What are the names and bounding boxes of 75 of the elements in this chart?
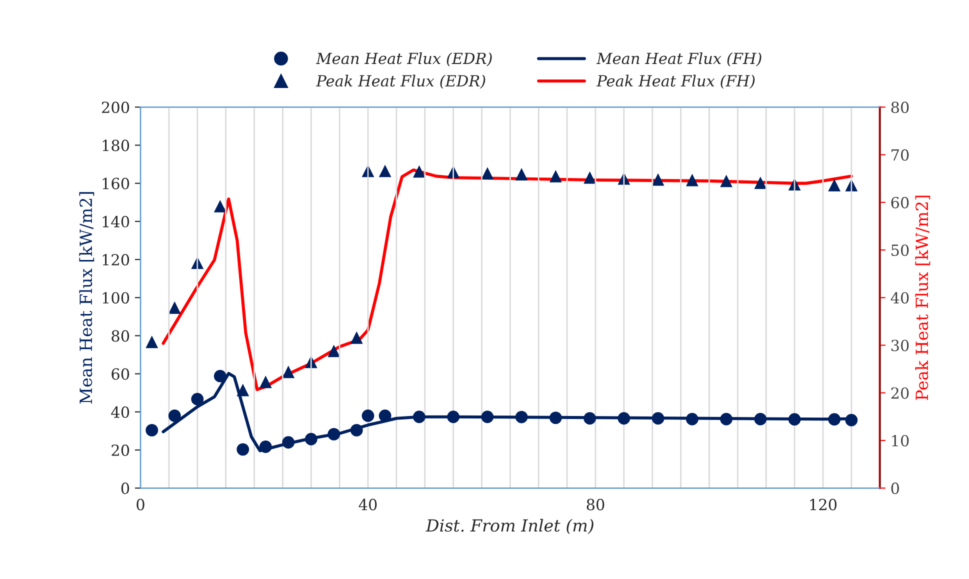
y2-tick-label: 30 — [891, 340, 909, 352]
point — [481, 167, 494, 180]
point — [754, 176, 767, 190]
point — [652, 173, 664, 186]
point — [828, 413, 841, 426]
y2-axis-title: Peak Heat Flux [kW/m2] — [915, 196, 930, 400]
y-tick-label: 200 — [102, 102, 130, 114]
y-tick-label: 120 — [102, 254, 130, 266]
point — [282, 436, 295, 449]
point — [515, 410, 528, 424]
point — [304, 432, 318, 446]
x-tick-label: 120 — [810, 498, 837, 510]
point — [214, 200, 226, 212]
point — [146, 336, 158, 348]
point — [686, 412, 698, 426]
point — [350, 424, 363, 436]
point — [328, 344, 340, 358]
point — [584, 171, 596, 184]
point — [549, 170, 562, 182]
y2-tick-label: 70 — [892, 149, 909, 161]
legend-label: Peak Heat Flux (EDR) — [316, 74, 486, 89]
point — [481, 410, 494, 424]
point — [515, 168, 528, 180]
point — [362, 410, 374, 422]
point — [412, 410, 426, 424]
point — [754, 412, 767, 426]
x-tick-label: 0 — [136, 498, 144, 510]
legend-label: Mean Heat Flux (EDR) — [316, 52, 492, 66]
y-tick-label: 140 — [102, 216, 130, 228]
point — [282, 366, 295, 378]
point — [549, 412, 562, 424]
point — [720, 174, 733, 188]
y-tick-label: 160 — [102, 178, 130, 190]
y2-tick-label: 10 — [892, 434, 909, 446]
point — [168, 410, 181, 422]
point — [618, 412, 630, 425]
point — [350, 331, 363, 344]
point — [412, 165, 426, 178]
point — [652, 412, 664, 425]
point — [788, 413, 801, 426]
y2-tick-label: 50 — [892, 244, 909, 256]
y-tick-label: 180 — [102, 140, 130, 152]
point — [259, 440, 272, 453]
point — [845, 414, 858, 426]
point — [146, 424, 158, 436]
point — [378, 164, 392, 178]
point — [720, 412, 733, 426]
x-tick-label: 80 — [586, 498, 604, 510]
point — [378, 410, 392, 422]
point — [214, 370, 226, 382]
x-axis-title: Dist. From Inlet (m) — [426, 518, 594, 534]
legend-label: Mean Heat Flux (FH) — [596, 52, 762, 66]
point — [191, 392, 204, 406]
y-tick-label: 0 — [121, 482, 130, 494]
y-tick-label: 80 — [112, 330, 130, 342]
x-tick-label: 40 — [358, 498, 377, 510]
point — [447, 410, 460, 424]
y-tick-label: 60 — [112, 368, 130, 380]
point — [686, 174, 698, 186]
y2-tick-label: 20 — [891, 387, 909, 399]
y2-tick-label: 40 — [890, 292, 909, 304]
point — [328, 428, 340, 440]
point — [584, 412, 596, 425]
y-tick-label: 20 — [112, 444, 130, 456]
y-tick-label: 40 — [111, 406, 130, 418]
point — [259, 376, 272, 388]
legend-label: Peak Heat Flux (FH) — [596, 74, 755, 89]
y2-tick-label: 0 — [891, 482, 899, 494]
y-axis-title: Mean Heat Flux [kW/m2] — [79, 192, 94, 404]
y2-tick-label: 60 — [891, 196, 909, 208]
y-tick-label: 100 — [102, 292, 130, 304]
point — [828, 179, 841, 192]
point — [168, 301, 181, 314]
point — [236, 443, 250, 456]
y2-tick-label: 80 — [891, 102, 909, 114]
